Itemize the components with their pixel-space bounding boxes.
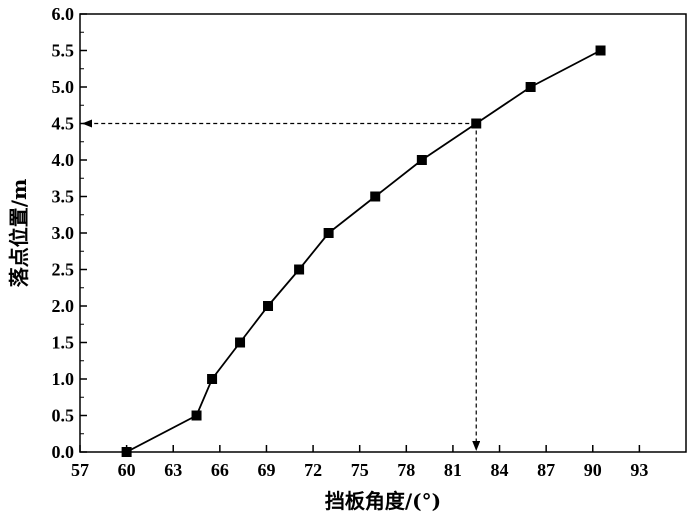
data-point-marker bbox=[323, 228, 334, 238]
axis-ticks: 57 60 63 66 69 72 75 78 81 84 87 90 93 0.0 0.5 1.0 1.5 2.… bbox=[52, 4, 649, 480]
plot-frame bbox=[79, 13, 687, 453]
x-tick-label: 93 bbox=[630, 460, 648, 480]
x-tick-label: 84 bbox=[491, 460, 509, 480]
data-point-marker bbox=[191, 410, 202, 421]
y-axis-title: 落点位置/m bbox=[7, 179, 31, 287]
x-tick-label: 87 bbox=[537, 460, 555, 480]
y-tick-label: 0.5 bbox=[52, 406, 75, 426]
data-point-marker bbox=[207, 374, 218, 384]
x-tick-label: 90 bbox=[584, 460, 602, 480]
y-tick-label: 2.5 bbox=[52, 260, 75, 280]
y-tick-label: 5.5 bbox=[52, 41, 75, 61]
x-tick-label: 63 bbox=[164, 460, 182, 480]
y-tick-label: 4.5 bbox=[52, 114, 75, 134]
x-tick-label: 69 bbox=[257, 460, 275, 480]
data-point-marker bbox=[525, 82, 536, 92]
data-point-marker bbox=[370, 191, 381, 202]
data-point-marker bbox=[263, 301, 274, 311]
y-tick-label: 2.0 bbox=[52, 296, 75, 316]
y-tick-label: 6.0 bbox=[52, 4, 75, 24]
y-tick-label: 4.0 bbox=[52, 150, 75, 170]
series-line bbox=[126, 49, 601, 453]
x-tick-label: 60 bbox=[118, 460, 136, 480]
x-axis-title: 挡板角度/(°) bbox=[325, 489, 441, 513]
data-point-marker bbox=[471, 118, 482, 129]
annotation-lines bbox=[82, 119, 481, 451]
y-tick-label: 3.5 bbox=[52, 187, 75, 207]
y-tick-label: 0.0 bbox=[52, 442, 75, 462]
series-layer bbox=[121, 45, 606, 457]
data-point-marker bbox=[416, 155, 427, 165]
x-tick-label: 75 bbox=[351, 460, 369, 480]
x-tick-label: 66 bbox=[211, 460, 229, 480]
x-tick-label: 57 bbox=[71, 460, 89, 480]
y-tick-label: 3.0 bbox=[52, 223, 75, 243]
data-point-marker bbox=[235, 337, 246, 348]
x-tick-label: 81 bbox=[444, 460, 462, 480]
data-point-marker bbox=[294, 264, 305, 275]
y-tick-label: 1.5 bbox=[52, 333, 75, 353]
data-point-marker bbox=[595, 45, 606, 56]
y-tick-label: 5.0 bbox=[52, 77, 75, 97]
x-tick-label: 72 bbox=[304, 460, 322, 480]
y-tick-label: 1.0 bbox=[52, 369, 75, 389]
x-tick-label: 78 bbox=[397, 460, 415, 480]
